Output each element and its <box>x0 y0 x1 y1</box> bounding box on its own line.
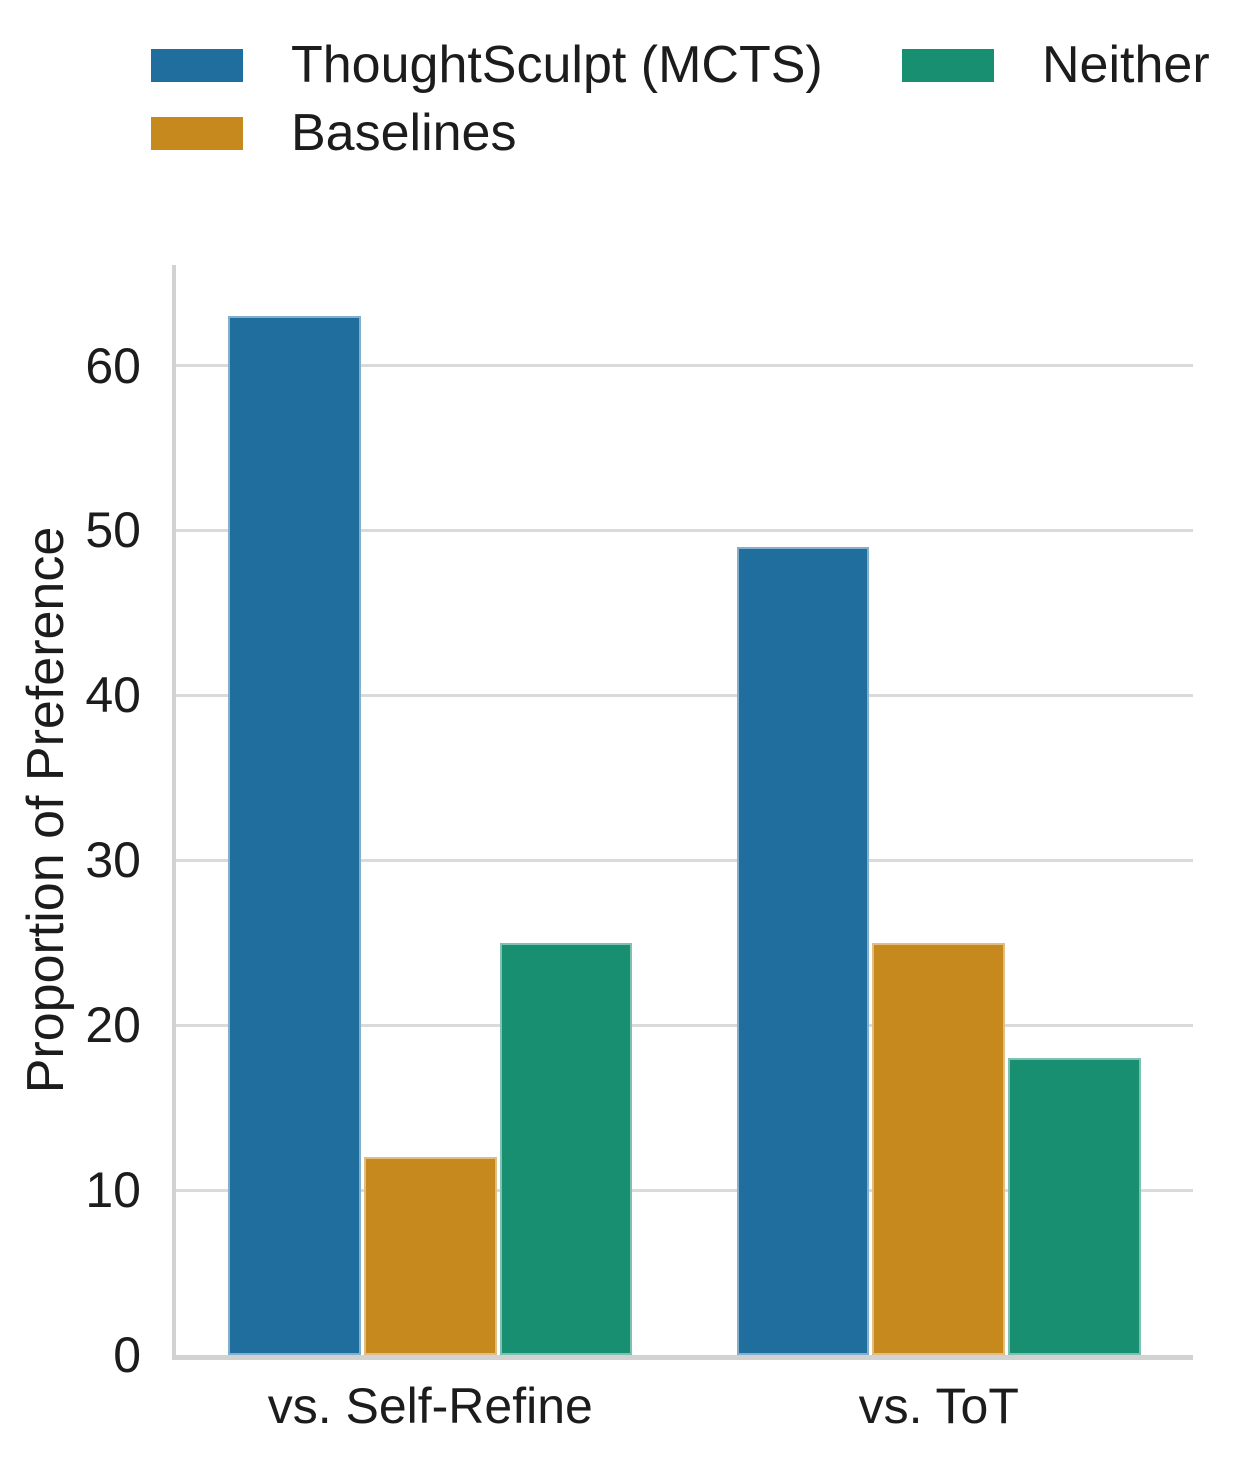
bar-baselines-vs-tot <box>872 942 1006 1355</box>
legend-column-2: Neither <box>902 31 1210 99</box>
x-tick-label-vs-tot: vs. ToT <box>858 1378 1019 1434</box>
gridline-30 <box>176 858 1193 862</box>
x-axis-line <box>172 1355 1193 1360</box>
legend-swatch-neither <box>902 48 994 82</box>
gridline-20 <box>176 1023 1193 1027</box>
y-tick-label-60: 60 <box>85 337 141 394</box>
plot-area <box>172 265 1193 1360</box>
legend-label: Baselines <box>291 104 517 162</box>
gridline-10 <box>176 1188 1193 1192</box>
legend-item-thoughtsculpt-mcts: ThoughtSculpt (MCTS) <box>151 31 823 99</box>
y-tick-label-20: 20 <box>85 997 141 1054</box>
y-tick-label-30: 30 <box>85 832 141 889</box>
x-tick-label-vs-self-refine: vs. Self-Refine <box>267 1378 593 1434</box>
bar-thoughtsculpt-mcts-vs-tot <box>736 546 870 1355</box>
x-tick-labels: vs. Self-Refine vs. ToT <box>176 1378 1193 1448</box>
legend-swatch-baselines <box>151 116 243 150</box>
legend-item-neither: Neither <box>902 31 1210 99</box>
y-tick-label-0: 0 <box>113 1327 141 1383</box>
bar-neither-vs-self-refine <box>499 942 633 1355</box>
bar-thoughtsculpt-mcts-vs-self-refine <box>228 316 361 1355</box>
y-tick-labels: 0 10 20 30 40 50 60 <box>0 265 141 1380</box>
legend-label: Neither <box>1042 36 1210 94</box>
gridline-50 <box>176 528 1193 532</box>
y-axis-line <box>172 265 176 1360</box>
legend-item-baselines: Baselines <box>151 99 823 167</box>
bar-baselines-vs-self-refine <box>363 1157 497 1355</box>
gridline-60 <box>176 364 1193 368</box>
legend-swatch-thoughtsculpt-mcts <box>151 48 243 82</box>
legend-column-1: ThoughtSculpt (MCTS) Baselines <box>151 31 823 167</box>
y-tick-label-40: 40 <box>85 667 141 724</box>
legend-label: ThoughtSculpt (MCTS) <box>291 36 823 94</box>
y-tick-label-10: 10 <box>85 1162 141 1219</box>
gridline-40 <box>176 693 1193 697</box>
y-tick-label-50: 50 <box>85 502 141 559</box>
bar-neither-vs-tot <box>1008 1058 1141 1355</box>
